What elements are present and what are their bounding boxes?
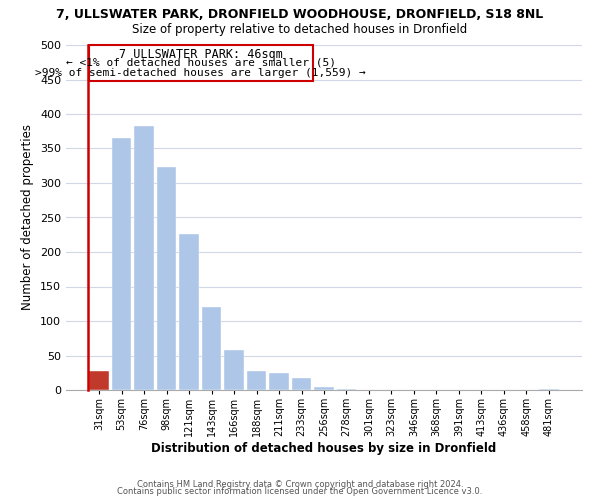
Bar bbox=[314, 386, 334, 390]
Bar bbox=[179, 234, 199, 390]
Text: >99% of semi-detached houses are larger (1,559) →: >99% of semi-detached houses are larger … bbox=[35, 68, 366, 78]
Text: 7, ULLSWATER PARK, DRONFIELD WOODHOUSE, DRONFIELD, S18 8NL: 7, ULLSWATER PARK, DRONFIELD WOODHOUSE, … bbox=[56, 8, 544, 20]
Text: Contains public sector information licensed under the Open Government Licence v3: Contains public sector information licen… bbox=[118, 487, 482, 496]
Text: 7 ULLSWATER PARK: 46sqm: 7 ULLSWATER PARK: 46sqm bbox=[119, 48, 283, 61]
Text: Size of property relative to detached houses in Dronfield: Size of property relative to detached ho… bbox=[133, 22, 467, 36]
Y-axis label: Number of detached properties: Number of detached properties bbox=[22, 124, 34, 310]
Text: Contains HM Land Registry data © Crown copyright and database right 2024.: Contains HM Land Registry data © Crown c… bbox=[137, 480, 463, 489]
X-axis label: Distribution of detached houses by size in Dronfield: Distribution of detached houses by size … bbox=[151, 442, 497, 455]
Bar bbox=[134, 126, 154, 390]
Bar bbox=[269, 374, 289, 390]
Bar bbox=[157, 167, 176, 390]
Bar bbox=[539, 388, 559, 390]
Bar bbox=[89, 45, 313, 81]
Bar bbox=[247, 370, 266, 390]
Bar bbox=[202, 306, 221, 390]
Bar bbox=[224, 350, 244, 390]
Bar bbox=[112, 138, 131, 390]
Text: ← <1% of detached houses are smaller (5): ← <1% of detached houses are smaller (5) bbox=[66, 58, 336, 68]
Bar bbox=[89, 370, 109, 390]
Bar bbox=[292, 378, 311, 390]
